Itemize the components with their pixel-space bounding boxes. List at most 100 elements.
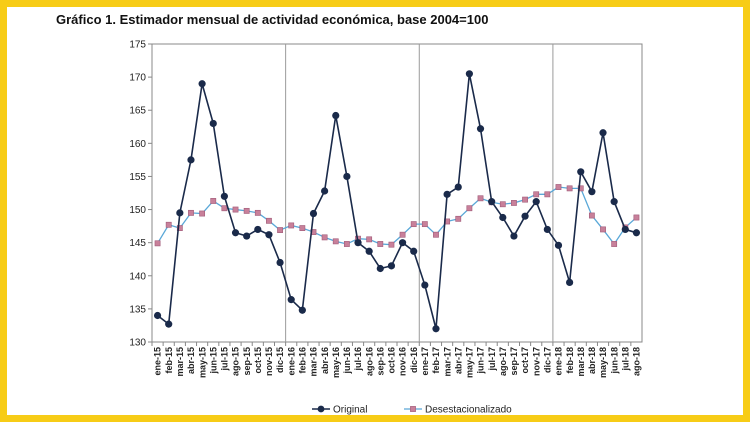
data-point-desestacionalizado [188,209,194,216]
data-point-original [421,281,429,289]
data-point-original [554,241,563,249]
x-tick-label: jun-17 [476,347,486,375]
data-point-original [343,172,351,181]
data-point-original [621,225,629,234]
x-tick-label: jul-18 [620,347,630,372]
x-tick-label: feb-16 [297,347,307,374]
data-point-original [488,198,496,206]
data-point-desestacionalizado [199,210,206,217]
data-point-original [254,225,262,234]
legend-marker-original [317,405,325,413]
data-point-desestacionalizado [577,185,584,192]
data-point-original [443,190,451,198]
y-tick-label: 175 [129,40,146,51]
data-point-original [276,258,284,267]
data-point-desestacionalizado [154,240,161,247]
chart-title: Gráfico 1. Estimador mensual de activida… [56,12,489,27]
data-point-original [577,168,585,176]
data-point-desestacionalizado [633,214,640,221]
data-point-desestacionalizado [165,221,172,228]
data-point-original [354,239,362,247]
x-tick-label: ene-18 [554,347,564,376]
data-point-original [510,232,518,240]
series-line-desestacionalizado [157,186,637,246]
x-tick-label: ene-16 [286,347,296,376]
x-tick-label: nov-15 [264,347,274,376]
y-tick-label: 160 [129,139,146,150]
data-point-desestacionalizado [511,200,517,206]
data-point-original [209,119,217,128]
x-tick-label: jun-18 [609,347,619,375]
x-tick-label: oct-17 [520,347,530,374]
data-point-original [321,187,329,195]
data-point-original [153,311,162,320]
x-tick-label: dic-16 [409,347,419,373]
x-tick-label: ene-17 [420,347,430,376]
y-tick-label: 135 [129,304,146,315]
data-point-desestacionalizado [210,198,217,204]
data-point-desestacionalizado [499,201,506,208]
x-tick-label: ago-15 [231,347,241,376]
legend-label-original: Original [333,405,367,416]
y-tick-label: 150 [129,205,146,216]
x-tick-label: jul-15 [220,347,230,372]
x-tick-label: jul-16 [353,347,363,372]
data-point-original [387,262,396,270]
x-tick-label: feb-17 [431,347,441,374]
x-tick-label: may-15 [197,347,207,378]
x-tick-label: nov-16 [398,347,408,376]
data-point-desestacionalizado [343,241,350,247]
x-tick-label: oct-15 [253,347,263,374]
x-tick-label: sep-17 [509,347,519,376]
data-point-desestacionalizado [332,238,339,245]
data-point-original [176,209,184,217]
y-tick-label: 170 [129,73,146,84]
data-point-original [476,125,485,133]
data-point-original [588,188,596,196]
x-tick-label: mar-17 [442,347,452,377]
data-point-original [398,239,407,247]
data-point-original [220,192,228,200]
data-point-desestacionalizado [266,217,272,224]
x-tick-label: abr-16 [320,347,330,374]
data-point-desestacionalizado [388,241,395,248]
y-tick-label: 140 [129,271,146,282]
data-point-original [566,278,574,286]
y-tick-label: 130 [129,338,146,349]
x-tick-label: abr-17 [453,347,463,374]
x-tick-label: jul-17 [487,347,497,372]
x-tick-label: oct-16 [387,347,397,374]
data-point-desestacionalizado [254,209,261,216]
data-point-desestacionalizado [533,191,540,198]
x-tick-label: ago-17 [498,347,508,376]
data-point-original [410,247,418,255]
data-point-original [165,320,173,328]
data-point-original [309,209,318,218]
x-tick-label: abr-15 [186,347,196,374]
y-tick-label: 145 [129,238,146,249]
data-point-desestacionalizado [399,231,406,238]
x-tick-label: may-17 [465,347,475,378]
legend-label-desestacionalizado: Desestacionalizado [425,405,512,416]
data-point-original [265,231,273,239]
data-point-original [298,306,306,314]
x-tick-label: mar-18 [576,347,586,377]
data-point-original [198,80,206,88]
data-point-desestacionalizado [176,225,183,231]
data-point-original [287,296,295,304]
data-point-desestacionalizado [466,205,473,212]
data-point-original [187,156,195,164]
data-point-original [610,198,618,206]
x-tick-label: sep-15 [242,347,252,376]
data-point-desestacionalizado [566,185,573,192]
x-tick-label: nov-17 [531,347,541,376]
data-point-desestacionalizado [377,241,384,247]
data-point-desestacionalizado [455,215,462,222]
data-point-desestacionalizado [288,222,295,229]
data-point-original [532,198,540,206]
data-point-desestacionalizado [321,234,328,241]
x-tick-label: feb-15 [164,347,174,374]
data-point-original [499,213,507,222]
data-point-original [632,229,641,237]
